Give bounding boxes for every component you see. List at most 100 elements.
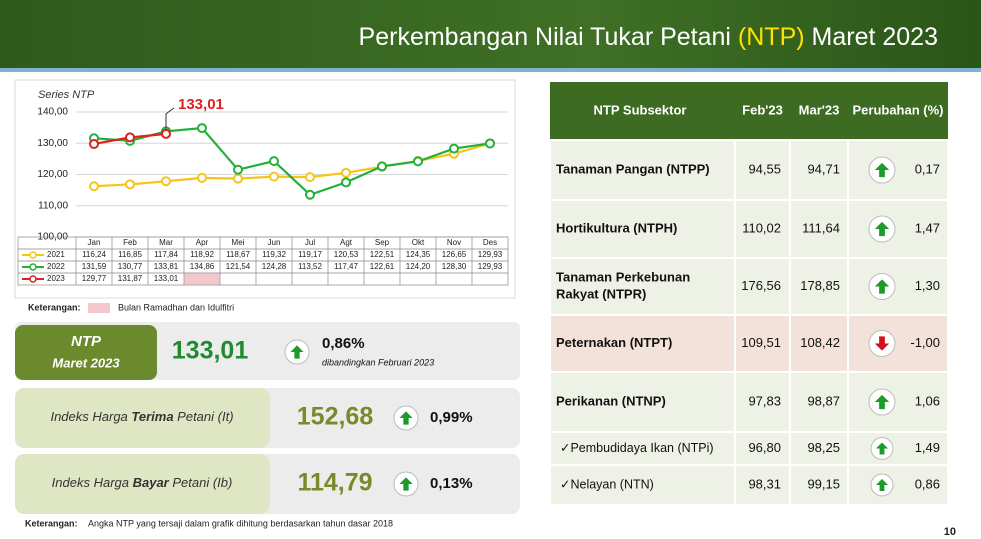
change-arrow: [290, 345, 304, 359]
index-label-part: Indeks Harga: [52, 475, 133, 490]
change-arrow: [874, 279, 890, 294]
row-mar: 111,64: [802, 220, 840, 235]
legend-label: 2023: [47, 274, 65, 283]
value-label: 122,61: [370, 262, 395, 271]
index-change: 0,99%: [430, 409, 473, 426]
value-label: 117,47: [334, 262, 358, 271]
value-label: 134,86: [190, 262, 215, 271]
y-tick-label: 130,00: [37, 138, 68, 149]
index-label: Indeks Harga Terima Petani (It): [50, 409, 233, 424]
series-marker: [161, 176, 171, 187]
x-tick-label: Mei: [232, 238, 245, 247]
row-mar: 94,71: [807, 161, 840, 176]
ntp-label: NTP: [71, 333, 102, 350]
value-label: 121,54: [226, 262, 251, 271]
row-name: Tanaman Pangan (NTPP): [556, 161, 710, 176]
series-marker: [197, 172, 207, 183]
value-label: 117,84: [154, 250, 178, 259]
y-tick-label: 140,00: [37, 107, 68, 118]
highlight-title: Keterangan:: [28, 302, 81, 312]
index-box: [15, 454, 270, 514]
value-label: 124,35: [406, 250, 431, 259]
series-marker: [233, 173, 243, 184]
row-name: Hortikultura (NTPH): [556, 220, 677, 235]
value-label: 133,01: [154, 274, 179, 283]
series-marker: [125, 179, 135, 190]
row-change: 0,86: [915, 476, 940, 491]
header-band: [0, 0, 981, 68]
value-label: 131,87: [118, 274, 143, 283]
title-part: Perkembangan Nilai Tukar Petani: [359, 23, 738, 51]
change-arrow: [875, 442, 889, 455]
row-change: 1,49: [915, 440, 940, 455]
x-tick-label: Mar: [159, 238, 173, 247]
row-name: Rakyat (NTPR): [556, 286, 646, 301]
series-line: [93, 126, 491, 197]
series-marker: [269, 156, 279, 167]
row-feb: 97,83: [748, 393, 781, 408]
table-header-cell: Perubahan (%): [852, 102, 943, 117]
row-name: Tanaman Perkebunan: [556, 269, 690, 284]
legend-label: 2022: [47, 262, 65, 271]
legend-marker: [29, 263, 37, 271]
row-change: -1,00: [910, 335, 940, 350]
change-arrow: [874, 221, 890, 237]
series-marker: [341, 167, 351, 178]
row-feb: 94,55: [748, 161, 781, 176]
row-change: 1,47: [915, 220, 940, 235]
value-label: 128,30: [442, 262, 467, 271]
row-mar: 178,85: [800, 278, 840, 293]
row-name: Peternakan (NTPT): [556, 335, 672, 350]
series-marker: [377, 161, 387, 172]
x-tick-label: Agt: [340, 238, 353, 247]
x-tick-label: Sep: [375, 238, 390, 247]
x-tick-label: Jan: [88, 238, 101, 247]
x-tick-label: Des: [483, 238, 497, 247]
table-header-cell: Feb'23: [742, 102, 783, 117]
row-name: Perikanan (NTNP): [556, 393, 666, 408]
title-part: (NTP): [738, 23, 805, 51]
title: Perkembangan Nilai Tukar Petani (NTP) Ma…: [359, 23, 938, 51]
value-label: 124,20: [406, 262, 431, 271]
annotation: 133,01: [178, 96, 224, 113]
series-marker: [305, 189, 315, 200]
value-label: 116,85: [118, 250, 142, 259]
index-change: 0,13%: [430, 475, 473, 492]
series-marker: [449, 143, 459, 154]
ntp-box: [15, 325, 157, 380]
value-label: 126,65: [442, 250, 467, 259]
x-tick-label: Nov: [447, 238, 461, 247]
value-label: 119,17: [298, 250, 322, 259]
value-label: 122,51: [370, 250, 395, 259]
index-label-part: Petani (Ib): [169, 475, 233, 490]
table-header: [550, 82, 948, 140]
table-header-cell: Mar'23: [799, 102, 840, 117]
x-tick-label: Jul: [305, 238, 315, 247]
index-label-part: Terima: [131, 409, 173, 424]
value-label: 131,59: [82, 262, 107, 271]
value-label: 116,24: [82, 250, 106, 259]
series-marker: [341, 177, 351, 188]
change-arrow: [875, 478, 889, 492]
row-name: ✓Pembudidaya Ikan (NTPi): [560, 441, 714, 455]
x-tick-label: Okt: [412, 238, 425, 247]
value-label: 129,77: [82, 274, 107, 283]
row-mar: 99,15: [807, 476, 840, 491]
table-header-cell: NTP Subsektor: [594, 102, 687, 117]
series-marker: [413, 156, 423, 167]
change-arrow: [399, 477, 413, 491]
chart-subtitle: Series NTP: [38, 89, 95, 101]
value-label: 119,32: [262, 250, 286, 259]
series-marker: [269, 171, 279, 182]
value-label: 118,67: [226, 250, 250, 259]
change-arrow: [874, 336, 890, 351]
row-mar: 98,87: [807, 393, 840, 408]
index-label-part: Petani (It): [174, 409, 234, 424]
row-feb: 96,80: [748, 440, 781, 455]
value-label: 130,77: [118, 262, 143, 271]
value-label: 118,92: [190, 250, 214, 259]
value-label: 113,52: [298, 262, 322, 271]
legend-marker: [29, 251, 37, 259]
row-name: ✓Nelayan (NTN): [560, 477, 654, 491]
